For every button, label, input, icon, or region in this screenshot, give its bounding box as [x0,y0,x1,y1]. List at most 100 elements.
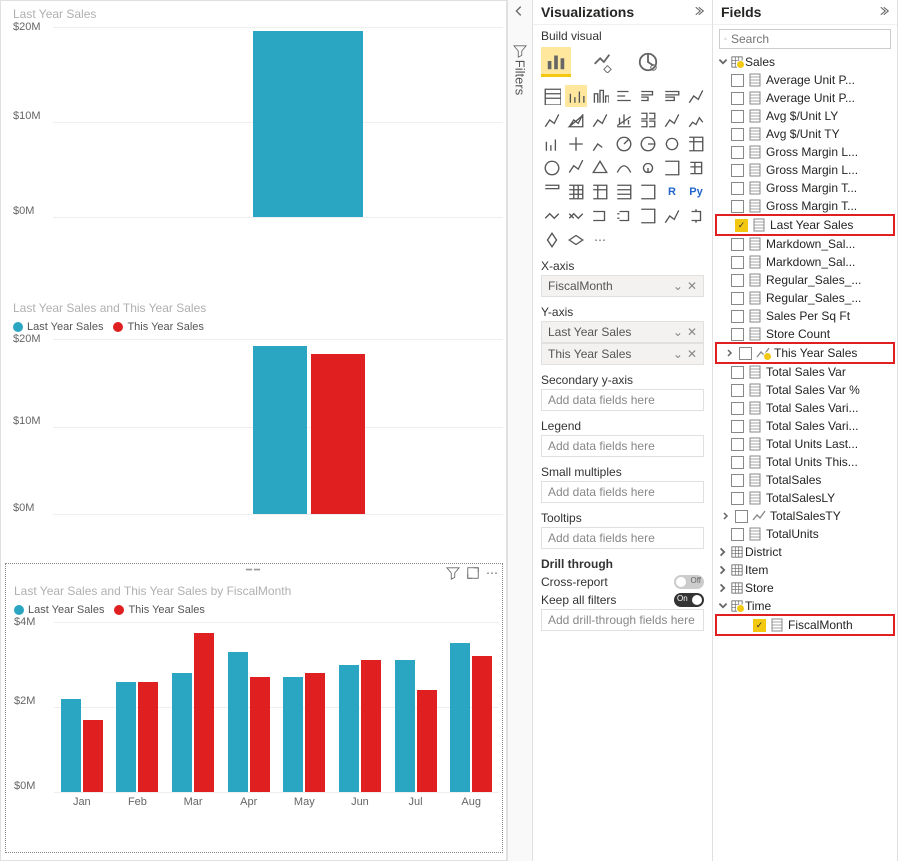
viz-type-icon[interactable] [589,157,611,179]
expand-filters-icon[interactable] [512,4,526,21]
table-item[interactable]: Item [713,561,897,579]
table-district[interactable]: District [713,543,897,561]
viz-type-icon[interactable] [565,181,587,203]
chevron-down-icon[interactable]: ⌄ [673,279,683,293]
viz-type-icon[interactable]: R [661,181,683,203]
checkbox[interactable] [731,292,744,305]
viz-type-icon[interactable] [589,85,611,107]
field-total-sales-var[interactable]: Total Sales Var [713,363,897,381]
checkbox[interactable] [731,328,744,341]
viz-type-icon[interactable] [685,85,707,107]
chart3-bar-s2[interactable] [194,633,214,792]
viz-type-icon[interactable] [661,109,683,131]
field-total-sales-var-[interactable]: Total Sales Var % [713,381,897,399]
chart3-bar-s2[interactable] [417,690,437,792]
collapse-icon[interactable] [692,4,704,20]
checkbox[interactable] [731,200,744,213]
viz-type-icon[interactable] [565,133,587,155]
more-options-icon[interactable]: ⋯ [486,566,498,583]
keep-filters-toggle[interactable]: On [674,593,704,607]
checkbox[interactable] [731,164,744,177]
viz-type-icon[interactable] [541,229,563,251]
checkbox[interactable] [731,74,744,87]
viz-type-icon[interactable] [613,205,635,227]
field-average-unit-p-[interactable]: Average Unit P... [713,89,897,107]
checkbox[interactable] [731,182,744,195]
chart3-bar-s1[interactable] [61,699,81,793]
checkbox[interactable] [731,146,744,159]
checkbox[interactable] [731,128,744,141]
chart3-bar-s2[interactable] [472,656,492,792]
viz-type-icon[interactable] [613,181,635,203]
chart2-bar[interactable] [311,354,365,514]
chart1-bar[interactable] [253,31,363,217]
viz-type-icon[interactable] [637,109,659,131]
chart3-bar-s2[interactable] [250,677,270,792]
field-gross-margin-t-[interactable]: Gross Margin T... [713,179,897,197]
viz-type-icon[interactable] [565,85,587,107]
checkbox[interactable] [753,619,766,632]
viz-type-icon[interactable] [637,157,659,179]
field-total-sales-vari-[interactable]: Total Sales Vari... [713,417,897,435]
chart3-bar-s1[interactable] [283,677,303,792]
viz-type-icon[interactable] [565,229,587,251]
field-totalsalesty[interactable]: TotalSalesTY [713,507,897,525]
search-input[interactable] [731,32,886,46]
viz-type-icon[interactable] [685,157,707,179]
field-regular-sales-[interactable]: Regular_Sales_... [713,271,897,289]
checkbox[interactable] [731,92,744,105]
viz-type-icon[interactable] [685,205,707,227]
more-visuals-icon[interactable]: ⋯ [589,229,611,251]
checkbox[interactable] [731,366,744,379]
field-total-units-this-[interactable]: Total Units This... [713,453,897,471]
viz-type-icon[interactable] [613,157,635,179]
cross-report-toggle[interactable]: Off [674,575,704,589]
viz-type-icon[interactable] [613,109,635,131]
chart-ly-ty-sales[interactable]: Last Year Sales and This Year Sales Last… [13,301,503,514]
chart3-bar-s1[interactable] [172,673,192,792]
checkbox[interactable] [735,510,748,523]
viz-type-icon[interactable] [589,109,611,131]
field-fiscalmonth[interactable]: FiscalMonth [715,614,895,636]
field-sales-per-sq-ft[interactable]: Sales Per Sq Ft [713,307,897,325]
collapse-icon[interactable] [877,4,889,20]
checkbox[interactable] [731,438,744,451]
tab-format[interactable] [587,47,617,77]
field-total-sales-vari-[interactable]: Total Sales Vari... [713,399,897,417]
chevron-down-icon[interactable]: ⌄ [673,347,683,361]
viz-type-icon[interactable] [637,205,659,227]
chart-ly-ty-by-month-frame[interactable]: ━━ ⋯ Last Year Sales and This Year Sales… [5,563,503,853]
small-multiples-well[interactable]: Add data fields here [541,481,704,503]
viz-type-icon[interactable] [613,133,635,155]
remove-icon[interactable]: ✕ [687,325,697,339]
tab-build-visual[interactable] [541,47,571,77]
search-box[interactable] [719,29,891,49]
checkbox[interactable] [731,110,744,123]
focus-mode-icon[interactable] [466,566,480,583]
viz-type-icon[interactable] [565,205,587,227]
checkbox[interactable] [731,274,744,287]
viz-type-icon[interactable] [589,133,611,155]
viz-type-icon[interactable]: Py [685,181,707,203]
viz-type-icon[interactable] [685,133,707,155]
table-store[interactable]: Store [713,579,897,597]
field-gross-margin-l-[interactable]: Gross Margin L... [713,161,897,179]
field-total-units-last-[interactable]: Total Units Last... [713,435,897,453]
legend-well[interactable]: Add data fields here [541,435,704,457]
chart3-bar-s1[interactable] [450,643,470,792]
viz-type-icon[interactable] [541,157,563,179]
remove-icon[interactable]: ✕ [687,347,697,361]
viz-type-icon[interactable] [661,157,683,179]
drag-handle-icon[interactable]: ━━ [246,565,262,576]
checkbox[interactable] [731,384,744,397]
field-totalsalesly[interactable]: TotalSalesLY [713,489,897,507]
viz-type-icon[interactable] [541,205,563,227]
checkbox[interactable] [731,310,744,323]
checkbox[interactable] [731,238,744,251]
checkbox[interactable] [731,402,744,415]
field-average-unit-p-[interactable]: Average Unit P... [713,71,897,89]
field-last-year-sales[interactable]: Last Year Sales [715,214,895,236]
filters-rail[interactable]: Filters [507,0,533,861]
filter-icon[interactable] [446,566,460,583]
viz-type-icon[interactable] [637,85,659,107]
